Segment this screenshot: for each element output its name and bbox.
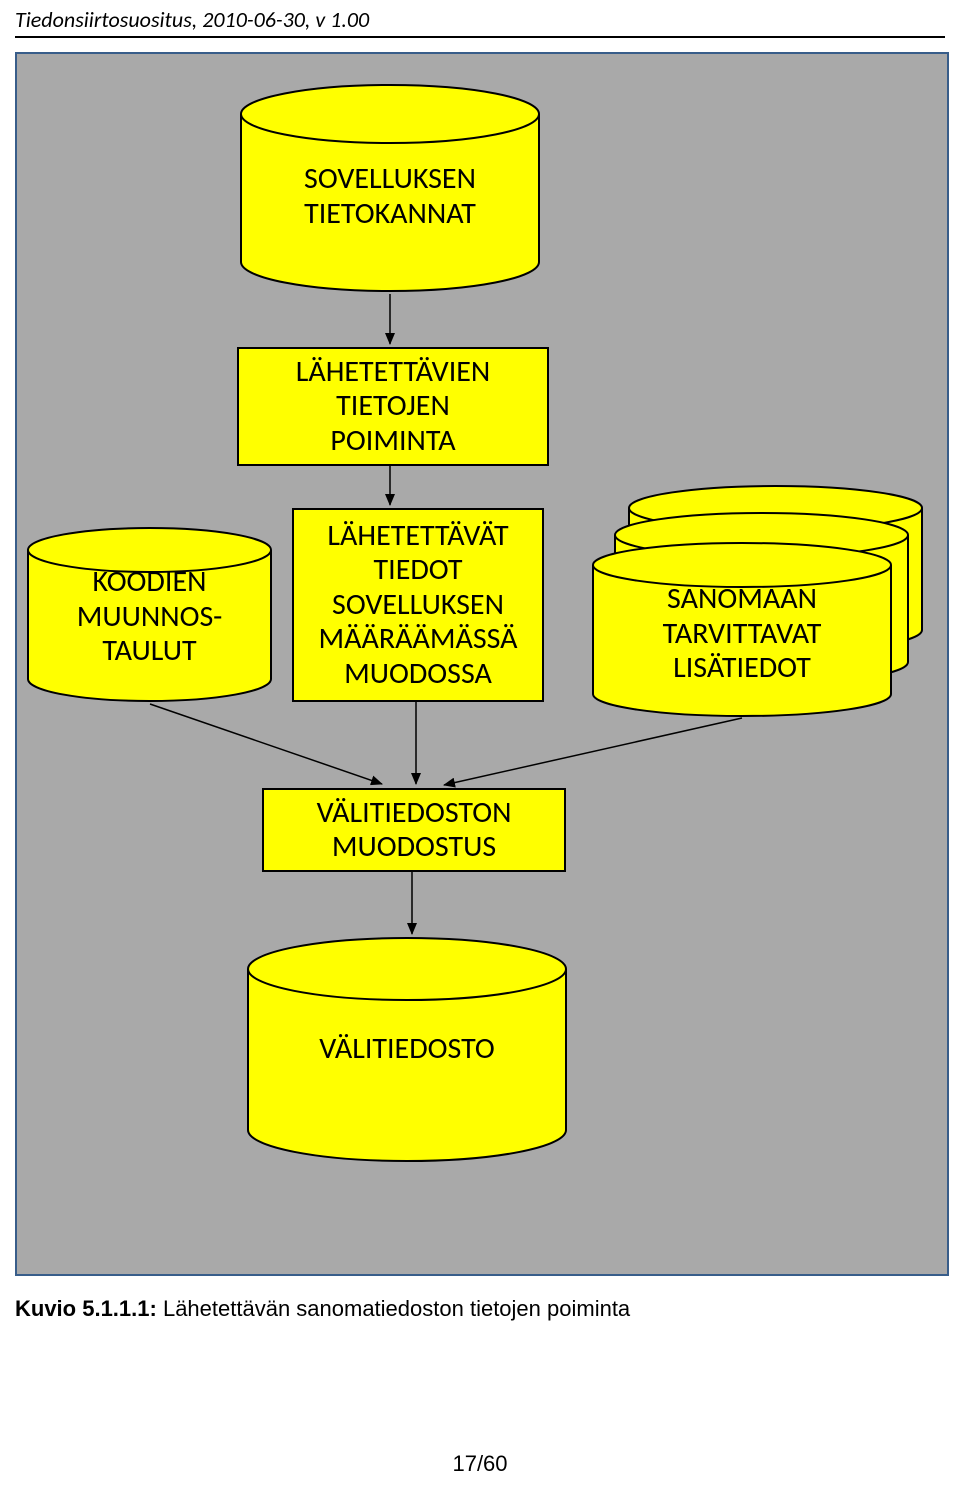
page: Tiedonsiirtosuositus, 2010-06-30, v 1.00: [0, 0, 960, 1496]
figure-caption: Kuvio 5.1.1.1: Lähetettävän sanomatiedos…: [15, 1296, 630, 1322]
process-sent-data: LÄHETETTÄVÄT TIEDOT SOVELLUKSEN MÄÄRÄÄMÄ…: [292, 508, 544, 702]
cylinder-extra-front-label: SANOMAAN TARVITTAVAT LISÄTIEDOT: [592, 582, 892, 686]
diagram-frame: SOVELLUKSEN TIETOKANNAT LÄHETETTÄVIEN TI…: [15, 52, 949, 1276]
cylinder-extra-front: SANOMAAN TARVITTAVAT LISÄTIEDOT: [592, 542, 892, 717]
figure-caption-rest: Lähetettävän sanomatiedoston tietojen po…: [157, 1296, 630, 1321]
cylinder-app-db-label: SOVELLUKSEN TIETOKANNAT: [240, 162, 540, 231]
cylinder-file-label: VÄLITIEDOSTO: [247, 1032, 567, 1067]
page-header-text: Tiedonsiirtosuositus, 2010-06-30, v 1.00: [15, 6, 369, 33]
cylinder-code-tables-label: KOODIEN MUUNNOS- TAULUT: [27, 565, 272, 669]
process-form-file: VÄLITIEDOSTON MUODOSTUS: [262, 788, 566, 872]
header-rule: [15, 36, 945, 38]
page-footer: 17/60: [0, 1451, 960, 1477]
process-extract: LÄHETETTÄVIEN TIETOJEN POIMINTA: [237, 347, 549, 466]
cylinder-app-db: SOVELLUKSEN TIETOKANNAT: [240, 84, 540, 292]
cylinder-file: VÄLITIEDOSTO: [247, 937, 567, 1162]
figure-caption-bold: Kuvio 5.1.1.1:: [15, 1296, 157, 1321]
cylinder-code-tables: KOODIEN MUUNNOS- TAULUT: [27, 527, 272, 702]
